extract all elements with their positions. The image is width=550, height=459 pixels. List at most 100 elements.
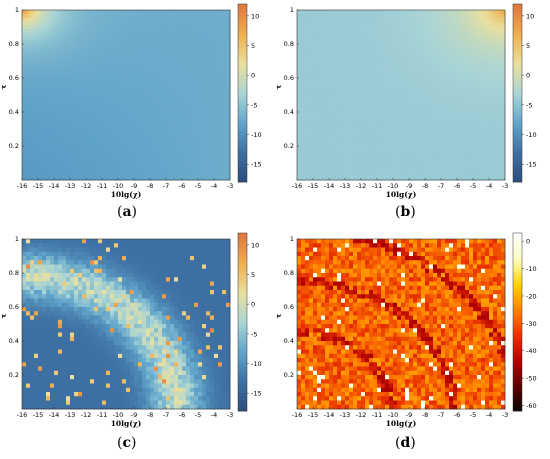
heatmap-cell — [397, 130, 402, 136]
heatmap-cell — [202, 40, 207, 45]
heatmap-cell — [387, 130, 391, 136]
heatmap-cell — [74, 44, 78, 49]
heatmap-cell — [449, 51, 454, 56]
heatmap-cell — [338, 108, 343, 113]
heatmap-cell — [49, 81, 54, 86]
heatmap-cell — [202, 153, 207, 158]
heatmap-cell — [202, 96, 207, 102]
heatmap-cell — [300, 10, 305, 15]
plot-frame — [21, 9, 231, 181]
heatmap-cell — [219, 36, 224, 41]
heatmap-cell — [108, 28, 113, 34]
heatmap-cell — [473, 130, 478, 136]
heatmap-cell — [470, 55, 475, 60]
heatmap-cell — [115, 149, 120, 154]
heatmap-cell — [442, 25, 447, 30]
heatmap-cell — [376, 89, 381, 94]
heatmap-cell — [91, 146, 96, 151]
heatmap-cell — [167, 28, 172, 34]
heatmap-cell — [28, 172, 33, 177]
heatmap-cell — [171, 119, 175, 124]
heatmap-cell — [171, 115, 175, 120]
heatmap-cell — [105, 59, 110, 64]
heatmap-cell — [494, 100, 499, 105]
heatmap-cell — [94, 176, 99, 181]
heatmap-cell — [132, 51, 137, 56]
heatmap-cell — [453, 13, 457, 18]
heatmap-cell — [150, 59, 155, 64]
heatmap-cell — [418, 127, 423, 132]
heatmap-cell — [198, 21, 203, 26]
heatmap-cell — [94, 96, 99, 102]
heatmap-cell — [202, 10, 207, 15]
heatmap-cell — [501, 74, 506, 79]
heatmap-cell — [456, 59, 461, 64]
heatmap-cell — [446, 32, 450, 37]
heatmap-cell — [181, 172, 186, 177]
heatmap-cell — [369, 51, 374, 56]
heatmap-cell — [70, 62, 75, 68]
colorbar-step — [238, 119, 247, 124]
heatmap-cell — [480, 119, 485, 124]
heatmap-cell — [77, 119, 82, 124]
heatmap-cell — [126, 40, 130, 45]
heatmap-cell — [39, 153, 44, 158]
heatmap-cell — [53, 74, 58, 79]
heatmap-cell — [132, 115, 137, 120]
heatmap-cell — [216, 13, 220, 18]
heatmap-cell — [310, 40, 315, 45]
heatmap-cell — [317, 115, 322, 120]
heatmap-cell — [132, 13, 137, 18]
heatmap-cell — [105, 100, 110, 105]
heatmap-cell — [411, 78, 416, 83]
heatmap-cell — [60, 134, 64, 139]
heatmap-cell — [487, 47, 492, 52]
heatmap-cell — [487, 100, 492, 105]
heatmap-cell — [188, 25, 193, 30]
heatmap-cell — [28, 138, 33, 143]
heatmap-cell — [202, 21, 207, 26]
heatmap-cell — [153, 93, 158, 98]
heatmap-cell — [56, 74, 61, 79]
heatmap-cell — [42, 47, 47, 52]
heatmap-cell — [349, 85, 353, 90]
heatmap-cell — [473, 89, 478, 94]
heatmap-cell — [390, 78, 395, 83]
heatmap-cell — [498, 10, 502, 15]
heatmap-cell — [164, 21, 168, 26]
heatmap-cell — [432, 36, 437, 41]
heatmap-cell — [112, 134, 116, 139]
colorbar-step — [238, 110, 247, 115]
heatmap-cell — [119, 153, 123, 158]
heatmap-cell — [442, 10, 447, 15]
heatmap-cell — [425, 93, 430, 98]
heatmap-cell — [115, 47, 120, 52]
heatmap-cell — [70, 36, 75, 41]
heatmap-cell — [195, 62, 200, 68]
heatmap-cell — [380, 142, 385, 147]
heatmap-cell — [501, 123, 506, 128]
heatmap-cell — [314, 130, 319, 136]
heatmap-cell — [411, 127, 416, 132]
heatmap-cell — [342, 10, 346, 15]
heatmap-cell — [174, 108, 179, 113]
heatmap-cell — [87, 146, 92, 151]
heatmap-cell — [307, 100, 312, 105]
heatmap-cell — [425, 130, 430, 136]
heatmap-cell — [39, 47, 44, 52]
heatmap-cell — [74, 89, 78, 94]
heatmap-cell — [373, 81, 378, 86]
heatmap-cell — [195, 74, 200, 79]
heatmap-cell — [74, 157, 78, 162]
heatmap-cell — [126, 157, 130, 162]
heatmap-cell — [428, 96, 433, 102]
heatmap-cell — [459, 51, 464, 56]
heatmap-cell — [404, 59, 409, 64]
heatmap-cell — [380, 21, 385, 26]
heatmap-cell — [115, 85, 120, 90]
heatmap-cell — [456, 104, 461, 109]
heatmap-cell — [178, 55, 182, 60]
heatmap-cell — [63, 115, 68, 120]
heatmap-cell — [297, 47, 301, 52]
heatmap-cell — [146, 176, 151, 181]
